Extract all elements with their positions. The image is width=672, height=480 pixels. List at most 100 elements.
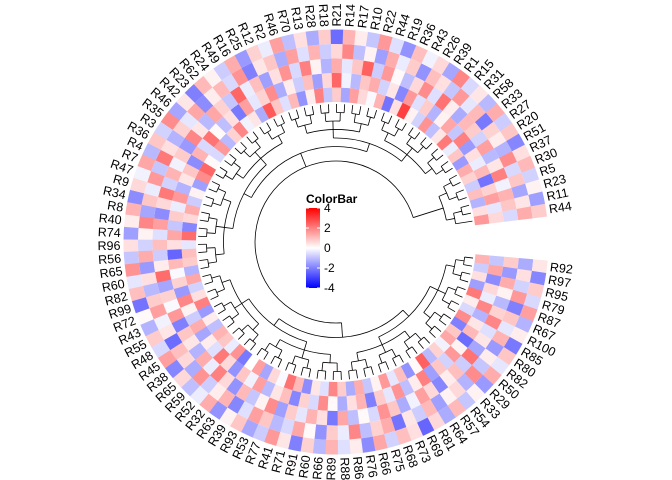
heatmap-cell — [494, 177, 512, 193]
heatmap-cell — [291, 420, 306, 438]
heatmap-cell — [208, 146, 226, 163]
heatmap-cell — [327, 396, 338, 411]
heatmap-cell — [332, 87, 342, 103]
heatmap-cell — [189, 385, 209, 405]
heatmap-cell — [214, 139, 231, 157]
heatmap-cell — [221, 91, 239, 110]
heatmap-cell — [194, 349, 213, 368]
dendrogram-branch — [211, 181, 220, 186]
heatmap-tracks — [123, 29, 548, 455]
dendrogram-branch — [384, 132, 389, 141]
heatmap-cell — [176, 92, 196, 112]
heatmap-cell — [357, 89, 369, 106]
heatmap-cell — [430, 375, 449, 394]
dendrogram-arc — [214, 288, 219, 297]
heatmap-cell — [141, 192, 159, 208]
heatmap-cell — [369, 420, 385, 437]
heatmap-cell — [209, 364, 228, 383]
heatmap-cell — [373, 389, 387, 407]
heatmap-cell — [369, 375, 383, 392]
dendrogram-branch — [447, 307, 456, 313]
heatmap-cell — [483, 192, 501, 206]
heatmap-cell — [273, 50, 290, 68]
dendrogram-branch — [240, 141, 247, 149]
heatmap-cell — [326, 410, 338, 426]
heatmap-cell — [199, 333, 218, 351]
heatmap-cell — [268, 414, 285, 432]
heatmap-cell — [457, 114, 476, 132]
dendrogram-branch — [381, 121, 386, 131]
heatmap-cell — [402, 89, 419, 107]
dendrogram-branch — [455, 220, 473, 225]
heatmap-cell — [297, 392, 311, 409]
heatmap-cell — [400, 409, 418, 428]
heatmap-cell — [167, 257, 184, 270]
dendrogram-branch — [423, 336, 430, 344]
heatmap-cell — [208, 400, 228, 420]
heatmap-cell — [187, 102, 206, 122]
heatmap-cell — [173, 284, 191, 299]
row-label: R89 — [324, 457, 338, 480]
heatmap-cell — [262, 101, 277, 119]
dendrogram-arc — [447, 300, 452, 308]
heatmap-cell — [322, 87, 333, 103]
heatmap-cell — [503, 336, 523, 356]
heatmap-cell — [195, 94, 214, 114]
heatmap-cell — [268, 67, 284, 86]
heatmap-cell — [180, 301, 198, 317]
dendrogram-branch — [270, 355, 276, 364]
heatmap-cell — [217, 331, 234, 348]
heatmap-cell — [157, 349, 177, 369]
heatmap-cell — [153, 259, 170, 273]
dendrogram-branch — [233, 162, 241, 169]
dendrogram-branch — [425, 142, 433, 150]
heatmap-cell — [300, 378, 313, 395]
dendrogram-branch — [445, 167, 453, 174]
heatmap-cell — [454, 355, 473, 374]
heatmap-cell — [360, 436, 376, 453]
heatmap-cell — [485, 339, 504, 358]
heatmap-cell — [413, 386, 431, 405]
heatmap-cell — [178, 137, 197, 155]
heatmap-cell — [410, 111, 427, 129]
dendrogram-branch — [222, 315, 230, 322]
dendrogram-branch — [429, 331, 436, 338]
heatmap-cell — [446, 362, 465, 381]
heatmap-cell — [479, 323, 498, 340]
heatmap-cell — [219, 407, 238, 427]
dendrogram-branch — [443, 182, 452, 187]
dendrogram-branch — [199, 219, 209, 222]
row-label: R75 — [388, 448, 408, 474]
heatmap-cell — [243, 354, 260, 372]
heatmap-cell — [480, 182, 498, 197]
heatmap-cell — [124, 213, 140, 228]
heatmap-cell — [361, 377, 374, 394]
heatmap-cell — [149, 303, 168, 320]
heatmap-cell — [166, 129, 185, 148]
heatmap-cell — [467, 339, 486, 358]
heatmap-cell — [465, 383, 485, 403]
heatmap-cell — [399, 72, 416, 90]
dendrogram-branch — [401, 154, 408, 162]
heatmap-cell — [330, 29, 344, 45]
heatmap-cell — [292, 76, 306, 93]
heatmap-cell — [318, 29, 332, 45]
dendrogram-branch — [420, 137, 427, 145]
heatmap-cell — [341, 58, 354, 74]
dendrogram-branch — [205, 196, 214, 200]
heatmap-cell — [490, 356, 510, 376]
row-label: R5 — [538, 161, 558, 179]
heatmap-cell — [400, 362, 416, 380]
heatmap-cell — [302, 74, 315, 91]
row-label: R23 — [542, 172, 568, 192]
row-label: R40 — [98, 211, 122, 227]
dendrogram-branch — [402, 309, 410, 317]
heatmap-cell — [185, 272, 202, 286]
heatmap-cell — [184, 83, 204, 103]
heatmap-cell — [184, 203, 201, 216]
row-label: R92 — [549, 260, 573, 277]
dendrogram-arc — [214, 247, 218, 262]
heatmap-cell — [178, 171, 196, 187]
heatmap-cell — [424, 68, 443, 88]
dendrogram-branch — [356, 352, 359, 361]
